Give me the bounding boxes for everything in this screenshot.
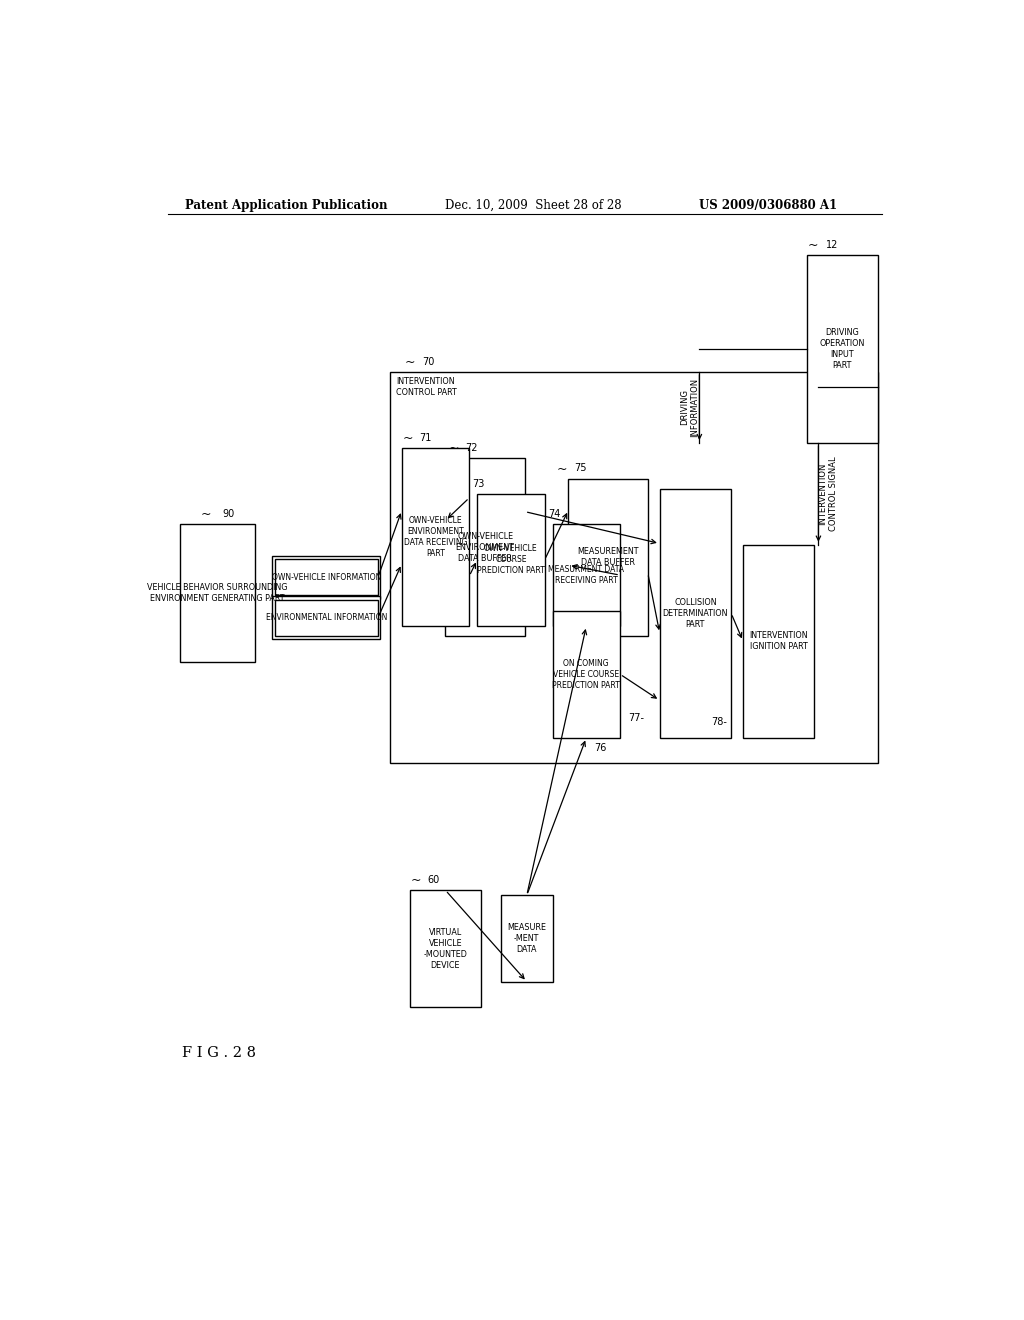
Text: OWN-VEHICLE
ENVIRONMENT
DATA RECEIVING
PART: OWN-VEHICLE ENVIRONMENT DATA RECEIVING P… (403, 516, 467, 558)
Text: ~: ~ (411, 874, 421, 887)
Text: 12: 12 (825, 240, 838, 249)
Text: OWN-VEHICLE
ENVIRONMENT
DATA BUFFER: OWN-VEHICLE ENVIRONMENT DATA BUFFER (456, 532, 514, 562)
Text: MEASURMENT DATA
RECEIVING PART: MEASURMENT DATA RECEIVING PART (548, 565, 625, 585)
FancyBboxPatch shape (274, 558, 378, 595)
Text: Dec. 10, 2009  Sheet 28 of 28: Dec. 10, 2009 Sheet 28 of 28 (445, 198, 622, 211)
FancyBboxPatch shape (410, 890, 481, 1007)
FancyBboxPatch shape (401, 447, 469, 626)
FancyBboxPatch shape (179, 524, 255, 661)
FancyBboxPatch shape (807, 255, 878, 444)
Text: DRIVING
OPERATION
INPUT
PART: DRIVING OPERATION INPUT PART (819, 327, 865, 370)
Text: 75: 75 (574, 463, 587, 474)
Text: 76: 76 (594, 743, 606, 752)
FancyBboxPatch shape (501, 895, 553, 982)
FancyBboxPatch shape (659, 488, 731, 738)
Text: ~: ~ (808, 239, 818, 252)
Text: INTERVENTION
CONTROL PART: INTERVENTION CONTROL PART (396, 378, 457, 397)
FancyBboxPatch shape (477, 494, 545, 626)
Text: ~: ~ (557, 462, 567, 475)
Text: ~: ~ (404, 356, 415, 368)
Text: F I G . 2 8: F I G . 2 8 (182, 1045, 256, 1060)
FancyBboxPatch shape (568, 479, 648, 636)
Text: VEHICLE BEHAVIOR SURROUNDING
ENVIRONMENT GENERATING PART: VEHICLE BEHAVIOR SURROUNDING ENVIRONMENT… (147, 583, 288, 603)
Text: 70: 70 (422, 356, 434, 367)
Text: ON COMING
VEHICLE COURSE
PREDICTION PART: ON COMING VEHICLE COURSE PREDICTION PART (552, 659, 621, 690)
Text: COLLISION
DETERMINATION
PART: COLLISION DETERMINATION PART (663, 598, 728, 628)
FancyBboxPatch shape (553, 611, 620, 738)
Text: ~: ~ (201, 508, 211, 521)
FancyBboxPatch shape (445, 458, 524, 636)
FancyBboxPatch shape (390, 372, 878, 763)
Text: OWN-VEHICLE INFORMATION: OWN-VEHICLE INFORMATION (271, 573, 381, 582)
FancyBboxPatch shape (274, 599, 378, 636)
Text: 78-: 78- (712, 717, 727, 727)
Text: 73: 73 (473, 479, 485, 488)
FancyBboxPatch shape (272, 597, 380, 639)
FancyBboxPatch shape (272, 556, 380, 598)
Text: MEASURE
-MENT
DATA: MEASURE -MENT DATA (507, 923, 546, 954)
Text: 71: 71 (420, 433, 432, 444)
FancyBboxPatch shape (743, 545, 814, 738)
Text: 72: 72 (465, 444, 478, 453)
Text: OWN-VEHICLE
COURSE
PREDICTION PART: OWN-VEHICLE COURSE PREDICTION PART (477, 544, 545, 576)
FancyBboxPatch shape (553, 524, 620, 626)
Text: 60: 60 (427, 875, 439, 886)
Text: INTERVENTION
IGNITION PART: INTERVENTION IGNITION PART (750, 631, 808, 651)
Text: Patent Application Publication: Patent Application Publication (185, 198, 388, 211)
Text: US 2009/0306880 A1: US 2009/0306880 A1 (699, 198, 838, 211)
Text: ~: ~ (402, 432, 414, 445)
Text: DRIVING
INFORMATION: DRIVING INFORMATION (680, 378, 699, 437)
Text: 74: 74 (548, 510, 560, 519)
Text: MEASUREMENT
DATA BUFFER: MEASUREMENT DATA BUFFER (578, 548, 639, 568)
Text: ENVIRONMENTAL INFORMATION: ENVIRONMENTAL INFORMATION (265, 614, 387, 622)
Text: INTERVENTION
CONTROL SIGNAL: INTERVENTION CONTROL SIGNAL (818, 457, 838, 531)
Text: 90: 90 (222, 510, 234, 519)
Text: 77-: 77- (628, 713, 644, 723)
Text: ~: ~ (449, 442, 459, 455)
Text: VIRTUAL
VEHICLE
-MOUNTED
DEVICE: VIRTUAL VEHICLE -MOUNTED DEVICE (424, 928, 467, 970)
